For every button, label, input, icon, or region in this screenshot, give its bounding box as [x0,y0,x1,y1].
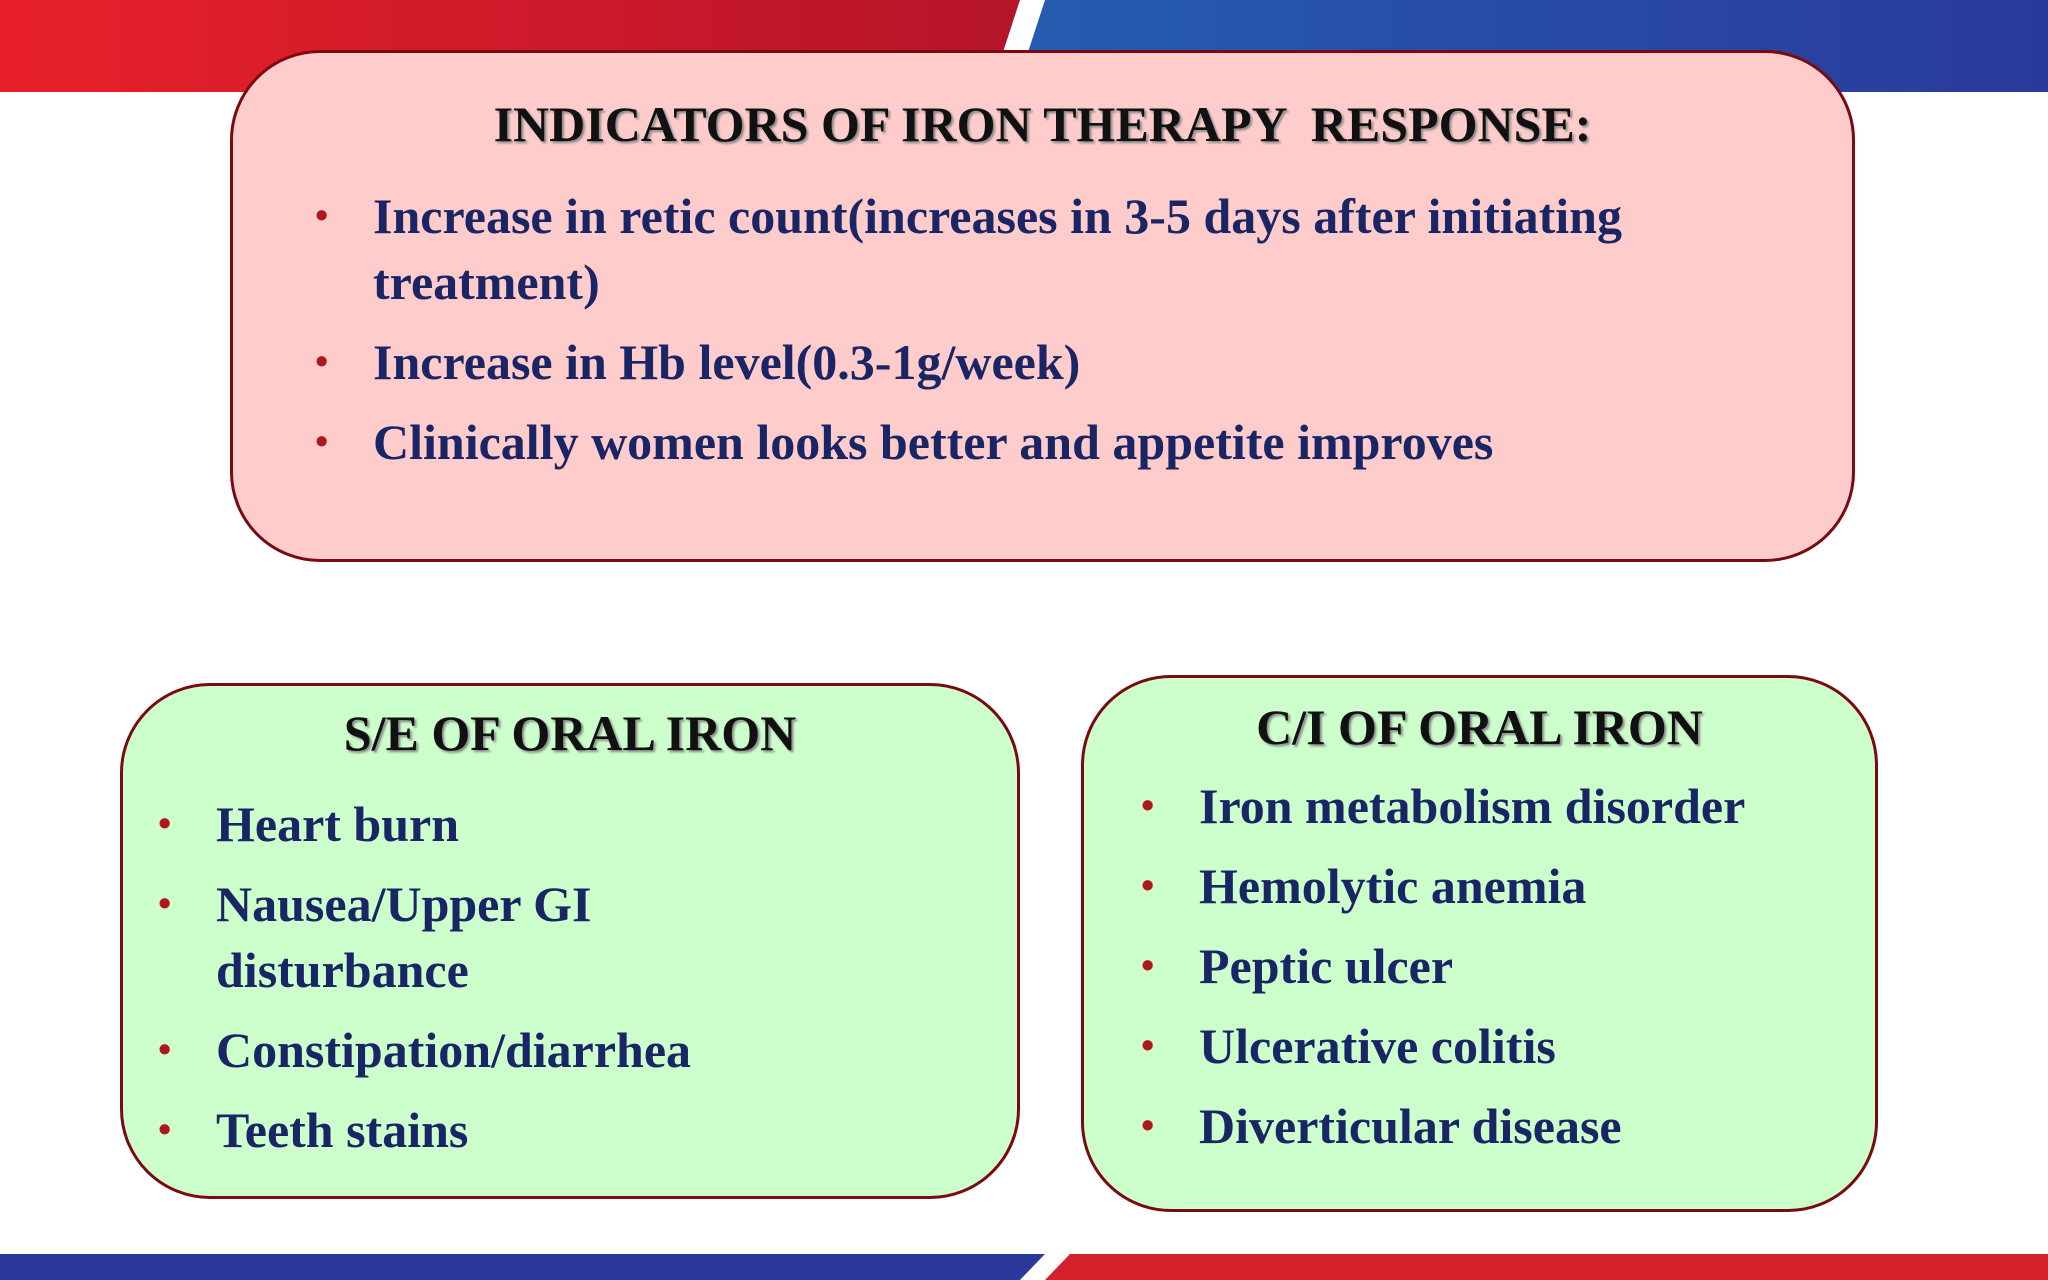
bullet-item: Increase in retic count(increases in 3-5… [315,183,1813,315]
bullet-item: Clinically women looks better and appeti… [315,409,1813,475]
bullet-list: Increase in retic count(increases in 3-5… [315,183,1813,489]
bullet-item: Increase in Hb level(0.3-1g/week) [315,329,1813,395]
box-title: INDICATORS OF IRON THERAPY RESPONSE: [493,96,1592,152]
bullet-list: Heart burn Nausea/Upper GI disturbance Con… [158,791,826,1177]
bullet-item: Hemolytic anemia [1141,853,1779,919]
bullet-item: Iron metabolism disorder [1141,773,1779,839]
bullet-item: Nausea/Upper GI disturbance [158,871,826,1003]
bullet-item: Teeth stains [158,1097,826,1163]
box-title: C/I OF ORAL IRON [1256,699,1703,755]
top-box: INDICATORS OF IRON THERAPY RESPONSE: Inc… [230,50,1855,562]
bullet-item: Diverticular disease [1141,1093,1779,1159]
right-box: C/I OF ORAL IRON Iron metabolism disorde… [1081,675,1878,1212]
bullet-item: Peptic ulcer [1141,933,1779,999]
bullet-item: Ulcerative colitis [1141,1013,1779,1079]
bullet-list: Iron metabolism disorder Hemolytic anemia… [1141,773,1779,1173]
bullet-item: Constipation/diarrhea [158,1017,826,1083]
bullet-item: Heart burn [158,791,826,857]
box-title: S/E OF ORAL IRON [343,705,797,761]
bottom-banner [0,1254,2048,1280]
left-box: S/E OF ORAL IRON Heart burn Nausea/Upper … [120,683,1020,1199]
